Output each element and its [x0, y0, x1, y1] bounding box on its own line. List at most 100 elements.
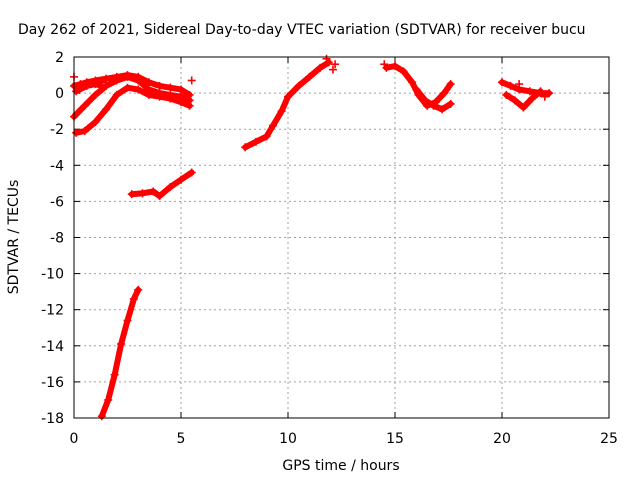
- y-tick-label: -6: [50, 194, 64, 210]
- data-point: [510, 96, 519, 105]
- series-line: [98, 286, 142, 420]
- data-point: [123, 72, 132, 81]
- data-point: [438, 105, 447, 114]
- data-point: [80, 101, 89, 110]
- series-track-i: [412, 85, 455, 114]
- data-point: [506, 81, 515, 90]
- data-point: [515, 80, 524, 89]
- x-tick-label: 0: [70, 431, 79, 447]
- data-point: [97, 412, 106, 421]
- data-point: [294, 81, 303, 90]
- data-point: [305, 72, 314, 81]
- data-point: [391, 62, 399, 71]
- data-point: [134, 85, 143, 94]
- data-point: [502, 90, 511, 99]
- data-point: [187, 168, 196, 177]
- data-point: [127, 190, 136, 199]
- series-line: [73, 81, 105, 95]
- data-point: [241, 143, 250, 152]
- series-track-d: [72, 80, 106, 96]
- data-point: [138, 189, 147, 198]
- x-tick-label: 20: [493, 431, 511, 447]
- data-point: [177, 85, 185, 94]
- data-point: [187, 76, 196, 85]
- data-point: [440, 89, 449, 98]
- data-point: [134, 285, 143, 294]
- plot-frame: [73, 56, 610, 419]
- data-point: [112, 90, 121, 99]
- data-point: [117, 339, 126, 348]
- grid-lines: [73, 56, 610, 419]
- series-track-h: [382, 62, 455, 110]
- data-point: [123, 83, 132, 92]
- series-track-c: [72, 83, 194, 137]
- series-line: [383, 63, 454, 109]
- y-tick-label: -2: [50, 122, 64, 138]
- data-point: [91, 117, 100, 126]
- data-point: [446, 80, 455, 89]
- data-point: [97, 78, 106, 87]
- series-line: [128, 169, 195, 199]
- series-track-f: [97, 285, 143, 421]
- data-point: [527, 94, 536, 103]
- data-point: [104, 395, 113, 404]
- data-point: [498, 78, 506, 87]
- data-point: [166, 182, 175, 191]
- x-axis-label: GPS time / hours: [282, 458, 399, 474]
- data-point: [420, 96, 429, 105]
- data-point: [251, 137, 260, 146]
- data-point: [82, 81, 91, 90]
- data-point: [185, 101, 194, 110]
- data-point: [284, 92, 292, 101]
- y-tick-label: -4: [50, 158, 64, 174]
- data-point: [102, 105, 111, 114]
- y-tick-label: 2: [55, 50, 64, 66]
- y-tick-label: -8: [50, 231, 64, 247]
- data-point: [155, 92, 164, 101]
- data-point: [269, 121, 278, 130]
- data-point: [277, 107, 286, 116]
- data-point: [412, 85, 421, 94]
- data-point: [144, 78, 153, 87]
- y-tick-labels: 2 0 -2 -4 -6 -8 -10 -12 -14 -16 -18: [41, 50, 64, 427]
- data-point: [331, 60, 340, 69]
- y-tick-label: 0: [55, 86, 64, 102]
- data-point: [408, 78, 417, 87]
- data-point: [91, 80, 100, 89]
- series-track-e: [127, 168, 196, 200]
- data-point: [72, 87, 81, 96]
- x-tick-label: 10: [279, 431, 297, 447]
- data-point: [80, 127, 89, 136]
- data-point: [519, 103, 528, 112]
- data-point: [155, 191, 164, 200]
- data-point: [144, 90, 153, 99]
- data-point: [155, 81, 164, 90]
- y-tick-label: -14: [41, 339, 64, 355]
- data-point: [72, 128, 81, 137]
- data-point: [540, 92, 549, 101]
- series-track-k: [502, 87, 545, 112]
- series-line: [242, 59, 332, 151]
- data-point: [110, 370, 119, 379]
- x-tick-label: 25: [600, 431, 618, 447]
- data-point: [166, 94, 175, 103]
- data-point: [322, 54, 331, 63]
- data-point: [328, 65, 337, 74]
- data-point: [134, 76, 143, 85]
- data-point: [129, 294, 138, 303]
- data-point: [316, 63, 325, 72]
- x-tick-label: 5: [177, 431, 186, 447]
- data-point: [525, 87, 534, 96]
- data-point: [262, 132, 271, 141]
- data-point: [380, 60, 389, 69]
- data-point: [177, 175, 185, 184]
- chart-title: Day 262 of 2021, Sidereal Day-to-day VTE…: [18, 22, 586, 38]
- x-tick-label: 15: [386, 431, 404, 447]
- data-point: [166, 83, 175, 92]
- y-tick-label: -12: [41, 303, 64, 319]
- data-point: [446, 99, 455, 108]
- x-tick-labels: 0 5 10 15 20 25: [70, 431, 618, 447]
- y-tick-label: -16: [41, 375, 64, 391]
- y-tick-label: -10: [41, 267, 64, 283]
